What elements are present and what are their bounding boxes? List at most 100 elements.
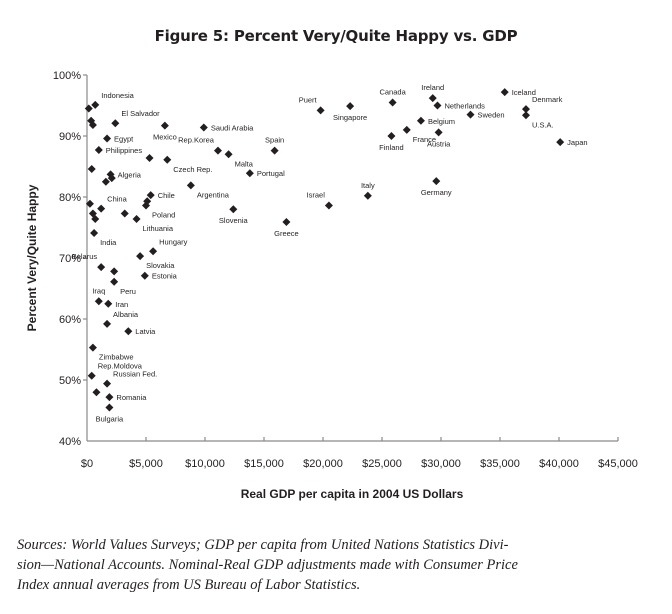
point-label: Italy: [361, 181, 375, 190]
point-label: Algeria: [118, 170, 142, 179]
data-point: [432, 177, 441, 186]
point-label: Rep.Korea: [178, 136, 215, 145]
data-point: [160, 121, 169, 130]
data-point: [124, 327, 133, 336]
point-label: Argentina: [197, 190, 230, 199]
data-point: [140, 271, 149, 280]
data-point: [111, 119, 120, 128]
point-label: Zimbabwe: [99, 353, 134, 362]
point-label: Israel: [307, 191, 326, 200]
data-point: [466, 110, 475, 119]
point-label: Iceland: [512, 88, 536, 97]
point-label: Spain: [265, 136, 284, 145]
y-tick-label: 90%: [59, 131, 81, 143]
point-label: Ireland: [421, 83, 444, 92]
data-point: [229, 205, 238, 214]
point-label: Belgium: [428, 117, 455, 126]
point-label: Greece: [274, 229, 299, 238]
data-point: [346, 102, 355, 111]
data-point: [136, 252, 145, 261]
data-point: [103, 134, 112, 143]
x-tick-label: $40,000: [539, 458, 579, 470]
point-label: Portugal: [257, 169, 285, 178]
y-tick-label: 100%: [53, 70, 81, 82]
data-point: [428, 94, 437, 103]
data-point: [500, 88, 509, 97]
point-label: Iraq: [92, 286, 105, 295]
y-axis-title: Percent Very/Quite Happy: [25, 184, 39, 331]
data-point: [186, 181, 195, 190]
data-point: [245, 169, 254, 178]
point-label: Latvia: [135, 327, 156, 336]
point-label: Chile: [158, 191, 175, 200]
x-tick-label: $15,000: [244, 458, 284, 470]
point-label: Puert: [299, 95, 318, 104]
data-point: [87, 371, 96, 380]
caption-line: Sources: World Values Surveys; GDP per c…: [17, 537, 509, 553]
data-point: [110, 267, 119, 276]
point-label: Indonesia: [101, 91, 134, 100]
point-label: Albania: [113, 310, 139, 319]
data-point: [387, 132, 396, 140]
data-point: [149, 247, 158, 256]
point-label: Saudi Arabia: [211, 123, 254, 132]
point-label: U.S.A.: [532, 120, 554, 129]
point-label: Philippines: [106, 146, 143, 155]
data-point: [224, 150, 233, 159]
data-point: [87, 164, 96, 173]
data-point: [97, 263, 106, 272]
caption-line: sion—National Accounts. Nominal-Real GDP…: [17, 557, 518, 573]
data-point: [94, 146, 103, 155]
data-point: [91, 214, 100, 223]
y-ticks: 40% 50% 60% 70% 80% 90% 100%: [53, 70, 87, 448]
y-tick-label: 40%: [59, 436, 81, 448]
data-point: [521, 105, 530, 114]
data-point: [101, 177, 110, 186]
point-label: Bulgaria: [96, 414, 124, 423]
point-label: Estonia: [152, 272, 178, 281]
point-label: Romania: [116, 393, 147, 402]
point-label: Germany: [421, 188, 452, 197]
data-point: [521, 111, 530, 120]
data-point: [316, 106, 325, 115]
x-tick-label: $20,000: [303, 458, 343, 470]
point-labels: Indonesia El Salvador Mexico Saudi Arabia Eg…: [72, 83, 588, 423]
point-label: India: [100, 238, 117, 247]
data-point: [107, 174, 116, 183]
point-label: Peru: [120, 287, 136, 296]
scatter-plot: $0 $5,000 $10,000 $15,000 $20,000 $25,000 $30,…: [25, 70, 638, 501]
data-point: [402, 125, 411, 134]
data-point: [97, 204, 106, 213]
data-point: [145, 153, 154, 162]
point-label: Malta: [235, 159, 254, 168]
point-label: Canada: [379, 87, 406, 96]
axes: [86, 75, 618, 442]
point-label: Slovenia: [219, 216, 249, 225]
y-tick-label: 50%: [59, 375, 81, 387]
x-ticks: $0 $5,000 $10,000 $15,000 $20,000 $25,000 $30,…: [81, 437, 638, 470]
data-point: [84, 104, 93, 113]
data-point: [433, 101, 442, 110]
point-label: Slovakia: [146, 261, 175, 270]
x-axis-title: Real GDP per capita in 2004 US Dollars: [241, 487, 464, 501]
data-point: [103, 319, 112, 328]
point-label: El Salvador: [121, 109, 160, 118]
data-point: [88, 121, 97, 130]
chart-title: Figure 5: Percent Very/Quite Happy vs. G…: [154, 27, 518, 45]
y-tick-label: 70%: [59, 253, 81, 265]
data-point: [282, 218, 291, 227]
point-label: China: [107, 195, 127, 204]
data-point: [270, 146, 279, 155]
data-point: [213, 146, 222, 155]
data-points: [84, 88, 565, 412]
x-tick-label: $5,000: [129, 458, 163, 470]
point-label: France: [413, 135, 436, 144]
point-label: Sweden: [478, 111, 505, 120]
data-point: [105, 403, 114, 412]
y-tick-label: 60%: [59, 314, 81, 326]
point-label: Czech Rep.: [173, 165, 212, 174]
data-point: [120, 209, 129, 218]
data-point: [324, 201, 333, 210]
data-point: [103, 379, 112, 388]
data-point: [88, 343, 97, 352]
